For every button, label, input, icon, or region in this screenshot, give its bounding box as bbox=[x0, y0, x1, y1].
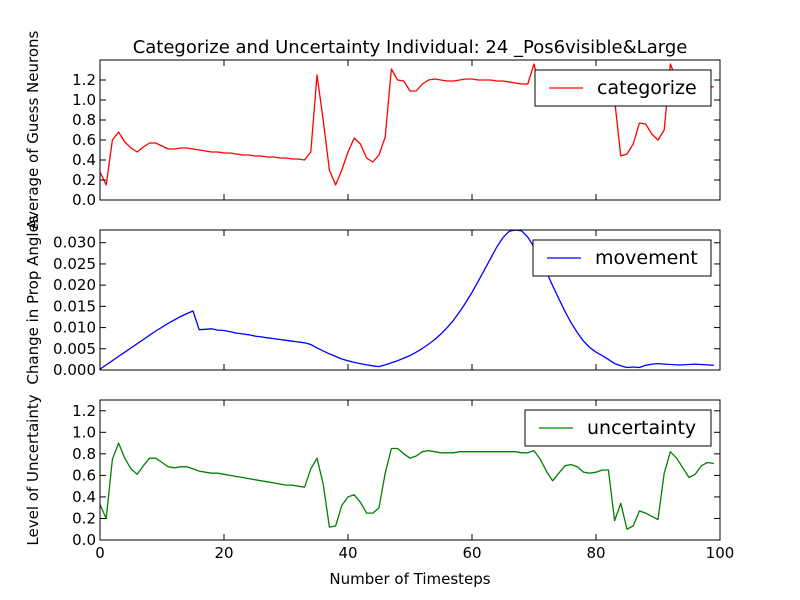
y-tick-label: 0.010 bbox=[53, 319, 96, 337]
y-tick-label: 0.030 bbox=[53, 234, 96, 252]
y-tick-label: 1.0 bbox=[72, 91, 96, 109]
legend-label: categorize bbox=[597, 77, 697, 99]
uncertainty-series-line bbox=[99, 442, 714, 530]
y-tick-label: 0.000 bbox=[53, 361, 96, 379]
y-tick-label: 0.0 bbox=[72, 191, 96, 209]
x-tick-label: 40 bbox=[338, 544, 357, 562]
y-tick-label: 0.4 bbox=[72, 488, 96, 506]
plot-frame bbox=[99, 229, 721, 371]
plot-frame bbox=[99, 399, 721, 541]
y-tick-label: 0.025 bbox=[53, 255, 96, 273]
plot-frame bbox=[99, 59, 721, 201]
x-axis-label: Number of Timesteps bbox=[329, 570, 490, 588]
y-tick-label: 0.2 bbox=[72, 171, 96, 189]
y-axis-label: Change in Prop Angles bbox=[24, 215, 42, 384]
y-tick-label: 0.0 bbox=[72, 531, 96, 549]
y-tick-label: 0.2 bbox=[72, 509, 96, 527]
chart-title: Categorize and Uncertainty Individual: 2… bbox=[133, 37, 688, 58]
x-tick-label: 100 bbox=[706, 544, 735, 562]
x-tick-label: 20 bbox=[214, 544, 233, 562]
uncertainty-panel: 0.0 0.2 0.4 0.6 0.8 1.0 1.2 0 20 40 60 80 100 Level o… bbox=[24, 394, 734, 562]
x-tick-label: 60 bbox=[462, 544, 481, 562]
y-tick-label: 0.6 bbox=[72, 131, 96, 149]
y-axis-label: Average of Guess Neurons bbox=[24, 30, 42, 229]
y-tick-label: 1.2 bbox=[72, 71, 96, 89]
y-tick-label: 0.8 bbox=[72, 445, 96, 463]
y-tick-label: 0.6 bbox=[72, 466, 96, 484]
y-tick-label: 0.8 bbox=[72, 111, 96, 129]
categorize-panel: 0.0 0.2 0.4 0.6 0.8 1.0 1.2 Average of Guess Ne… bbox=[24, 30, 721, 229]
legend-label: movement bbox=[595, 247, 698, 269]
movement-series-line bbox=[99, 229, 714, 370]
y-tick-label: 0.020 bbox=[53, 276, 96, 294]
y-tick-label: 1.2 bbox=[72, 402, 96, 420]
y-tick-label: 0.4 bbox=[72, 151, 96, 169]
y-tick-label: 0.015 bbox=[53, 297, 96, 315]
y-axis-label: Level of Uncertainty bbox=[24, 394, 42, 545]
x-tick-label: 0 bbox=[95, 544, 105, 562]
legend-label: uncertainty bbox=[587, 417, 696, 439]
x-tick-label: 80 bbox=[586, 544, 605, 562]
movement-panel: 0.000 0.005 0.010 0.015 0.020 0.025 0.030 Chang… bbox=[24, 215, 721, 385]
y-tick-label: 1.0 bbox=[72, 423, 96, 441]
y-tick-label: 0.005 bbox=[53, 340, 96, 358]
